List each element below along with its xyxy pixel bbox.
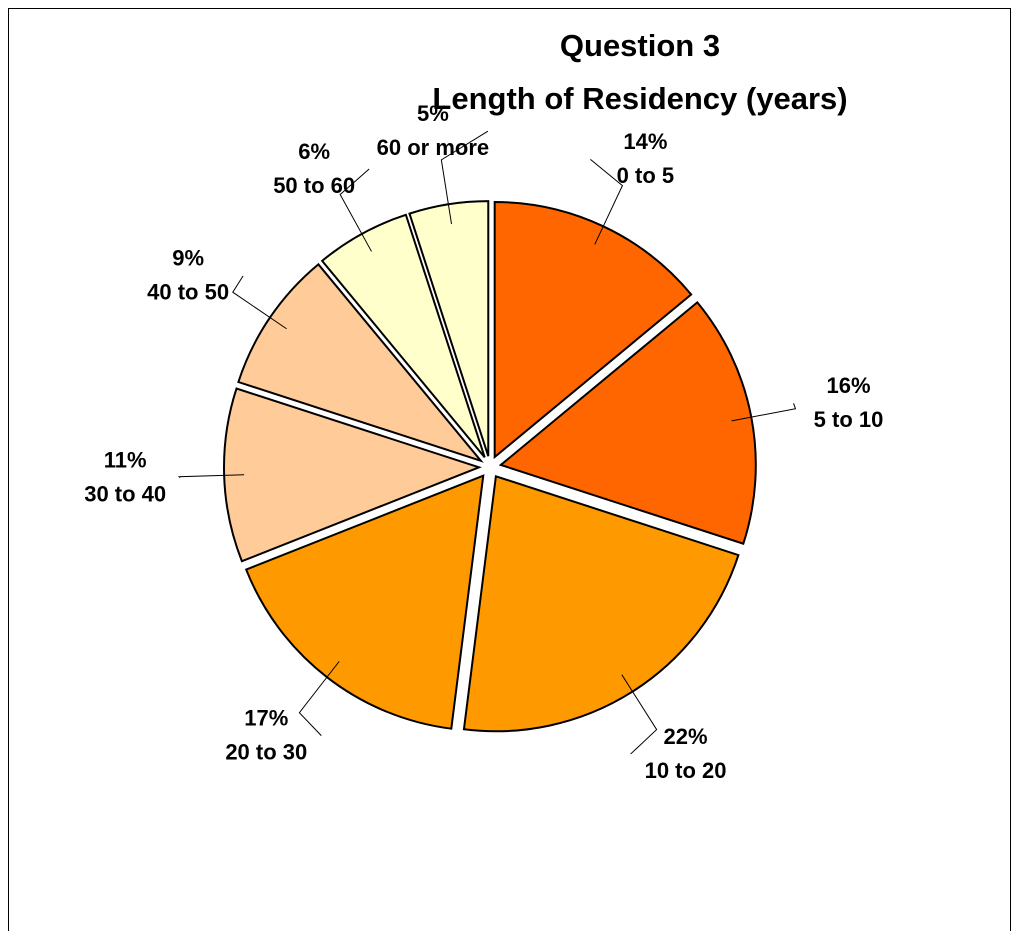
data-label: 9% bbox=[172, 246, 204, 271]
data-label: 5% bbox=[417, 101, 449, 126]
leader-line bbox=[177, 474, 245, 479]
chart-subtitle: Length of Residency (years) bbox=[432, 81, 847, 116]
data-label: 17% bbox=[244, 705, 288, 730]
category-label: 0 to 5 bbox=[617, 163, 674, 188]
data-label: 14% bbox=[623, 129, 667, 154]
leader-line bbox=[621, 674, 658, 755]
leader-line bbox=[590, 158, 624, 245]
data-label: 22% bbox=[664, 724, 708, 749]
category-label: 50 to 60 bbox=[273, 173, 355, 198]
category-label: 5 to 10 bbox=[814, 407, 884, 432]
leader-line bbox=[298, 661, 340, 736]
category-label: 10 to 20 bbox=[645, 758, 727, 783]
category-label: 60 or more bbox=[377, 135, 490, 160]
leader-line bbox=[731, 403, 797, 422]
data-label: 11% bbox=[104, 447, 147, 472]
category-label: 30 to 40 bbox=[84, 481, 166, 506]
leader-line bbox=[232, 275, 287, 330]
category-label: 40 to 50 bbox=[147, 280, 229, 305]
chart-title: Question 3 bbox=[560, 28, 720, 63]
data-label: 16% bbox=[827, 373, 871, 398]
leader-line bbox=[440, 130, 489, 225]
leader-line bbox=[339, 168, 372, 252]
category-label: 20 to 30 bbox=[225, 739, 307, 764]
chart-border bbox=[8, 8, 1011, 931]
data-label: 6% bbox=[298, 139, 330, 164]
